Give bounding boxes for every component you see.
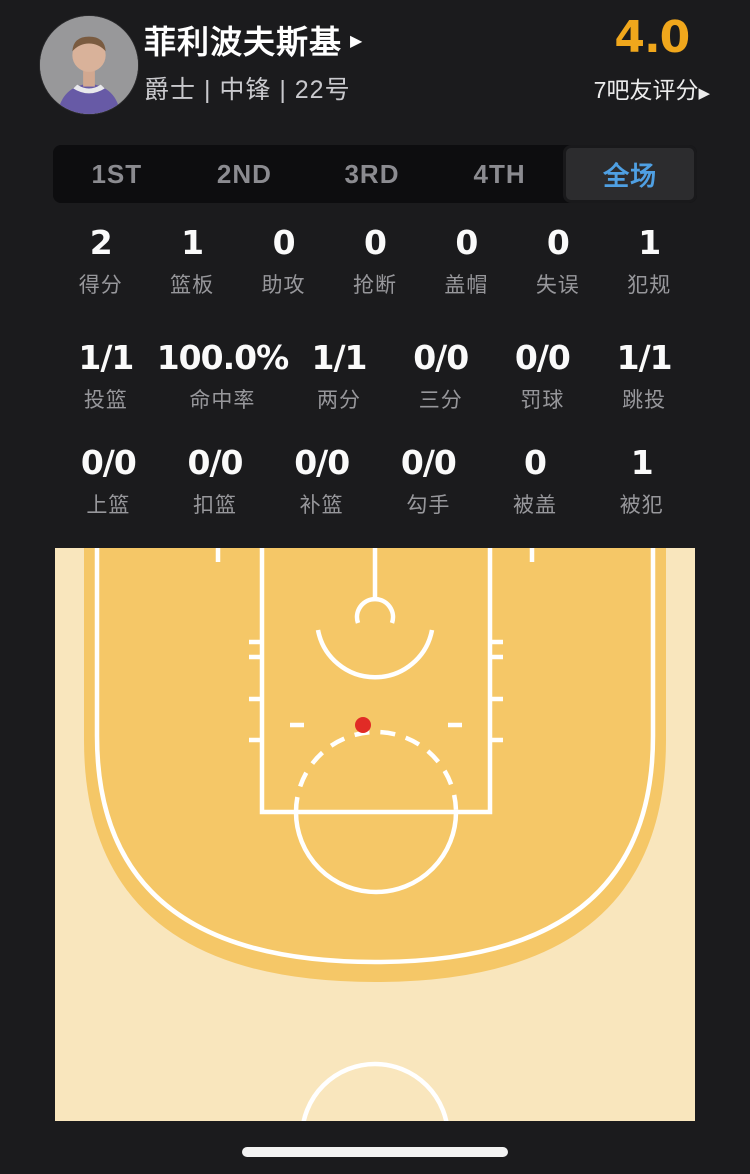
restricted-area-arc [315, 629, 435, 680]
lane-lines [259, 548, 493, 815]
chevron-right-icon: ▶ [350, 33, 363, 50]
stat-dunks: 0/0 扣篮 [187, 443, 244, 517]
shot-chart [55, 548, 695, 1121]
tab-2nd[interactable]: 2ND [216, 158, 272, 189]
stat-fouls-drawn: 1 被犯 [619, 443, 664, 517]
three-point-line [94, 548, 656, 965]
player-avatar[interactable] [39, 15, 139, 115]
stats-row-shot-types: 0/0 上篮 0/0 扣篮 0/0 补篮 0/0 勾手 0 被盖 1 被犯 [55, 442, 695, 519]
jersey-trim [73, 84, 105, 94]
rating-caption-text: 7吧友评分 [593, 77, 699, 103]
rating-block: 4.0 7吧友评分▶ [594, 14, 710, 105]
rating-value: 4.0 [614, 12, 690, 63]
stat-layups: 0/0 上篮 [80, 443, 137, 517]
rim-arc [354, 596, 396, 624]
stat-shots-blocked: 0 被盖 [513, 443, 558, 517]
stat-hook-shots: 0/0 勾手 [400, 443, 457, 517]
quarter-tabbar: 1ST 2ND 3RD 4TH 全场 [53, 145, 697, 203]
tab-3rd[interactable]: 3RD [344, 158, 400, 189]
player-meta: 爵士 | 中锋 | 22号 [144, 76, 351, 104]
player-name: 菲利波夫斯基 [144, 24, 343, 60]
stat-field-goals: 1/1 投篮 [78, 338, 134, 412]
tab-1st[interactable]: 1ST [91, 158, 143, 189]
player-name-link[interactable]: 菲利波夫斯基 ▶ [144, 22, 362, 62]
free-throw-circle-solid [293, 811, 459, 895]
shot-dot-made [355, 717, 371, 733]
court-inner-area [84, 548, 666, 982]
shot-chart-court [55, 548, 695, 1121]
stat-fg-percentage: 100.0% 命中率 [156, 338, 289, 412]
stats-row-basic: 2 得分 1 篮板 0 助攻 0 抢断 0 盖帽 0 失误 1 犯规 [55, 222, 695, 299]
rating-caption-link[interactable]: 7吧友评分▶ [594, 71, 710, 105]
baseline-marks [215, 548, 535, 562]
stat-free-throws: 0/0 罚球 [514, 338, 571, 412]
stat-assists: 0 助攻 [261, 223, 306, 297]
home-indicator-bar[interactable] [242, 1147, 508, 1157]
hair [72, 36, 106, 52]
court-lines [94, 548, 656, 1121]
stat-rebounds: 1 篮板 [170, 223, 215, 297]
player-photo-placeholder [40, 16, 138, 114]
tab-4th[interactable]: 4TH [473, 158, 526, 189]
stat-two-pointers: 1/1 两分 [311, 338, 368, 412]
stat-turnovers: 0 失误 [535, 223, 580, 297]
jersey [57, 83, 121, 114]
stat-three-pointers: 0/0 三分 [413, 338, 469, 412]
stat-jump-shots: 1/1 跳投 [616, 338, 673, 412]
stat-putbacks: 0/0 补篮 [294, 443, 350, 517]
center-circle [301, 1061, 449, 1121]
stats-row-shooting: 1/1 投篮 100.0% 命中率 1/1 两分 0/0 三分 0/0 罚球 1… [55, 337, 695, 414]
lane-hash-marks-right [490, 639, 503, 743]
lane-hash-marks-left [249, 639, 262, 743]
chevron-right-icon: ▶ [698, 85, 710, 102]
face [72, 38, 106, 72]
free-throw-circle-dashed [293, 729, 459, 813]
stat-blocks: 0 盖帽 [444, 223, 489, 297]
stat-points: 2 得分 [78, 223, 123, 297]
tab-full-game[interactable]: 全场 [563, 145, 697, 203]
stat-fouls: 1 犯规 [627, 223, 672, 297]
stat-steals: 0 抢断 [352, 223, 397, 297]
